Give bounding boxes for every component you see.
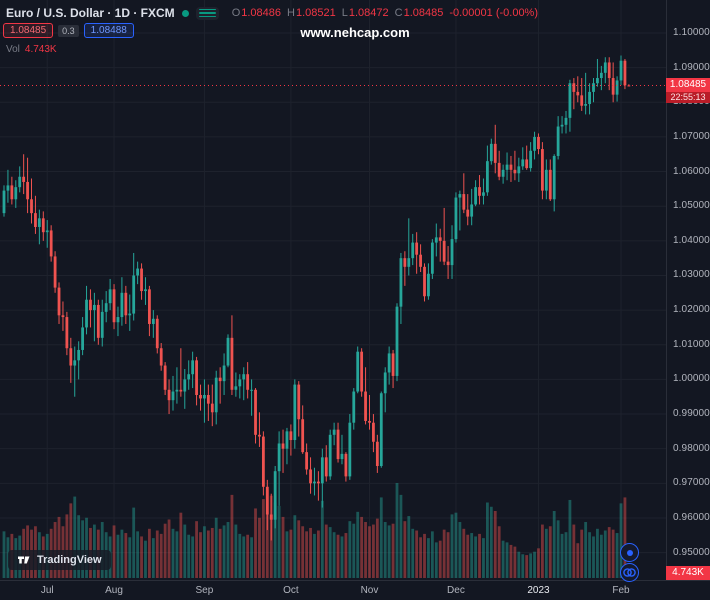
market-status-icon — [181, 9, 189, 17]
time-axis-label: Sep — [195, 585, 214, 596]
jump-to-realtime-button[interactable] — [620, 543, 639, 562]
price-axis-label: 1.10000 — [673, 27, 710, 38]
time-axis-label: Aug — [105, 585, 123, 596]
ohlc-open-label: O — [231, 7, 241, 19]
price-axis-label: 0.97000 — [673, 477, 710, 489]
watermark: www.nehcap.com — [300, 25, 410, 40]
time-axis-label: Jul — [40, 585, 54, 596]
ohlc-low-label: L — [341, 7, 348, 19]
price-axis-label: 1.06000 — [673, 165, 710, 177]
volume-value: 4.743K — [24, 44, 57, 55]
bar-countdown: 22:55:13 — [666, 92, 710, 104]
time-axis-label: Oct — [283, 585, 299, 596]
current-price-value: 1.08485 — [666, 78, 710, 93]
price-axis-label: 1.03000 — [673, 269, 710, 281]
price-axis-label: 0.95000 — [673, 546, 710, 558]
dot-icon — [626, 549, 633, 556]
price-axis-label: 0.99000 — [673, 408, 710, 420]
time-axis-label: Dec — [447, 585, 465, 596]
price-axis-label: 1.05000 — [673, 200, 710, 212]
tradingview-logo-icon — [18, 556, 30, 564]
current-volume-badge: 4.743K — [666, 566, 710, 580]
grid-lines — [0, 0, 666, 578]
tradingview-attribution[interactable]: TradingView — [8, 550, 111, 570]
tradingview-attribution-label: TradingView — [37, 554, 102, 566]
sell-button[interactable]: 1.08485 — [3, 23, 54, 38]
ohlc-low-value: 1.08472 — [348, 7, 389, 19]
change-value: -0.00001 (-0.00%) — [449, 7, 539, 19]
spread-value: 0.3 — [58, 24, 79, 37]
time-axis-label: Nov — [360, 585, 379, 596]
price-axis-label: 1.04000 — [673, 234, 710, 246]
price-axis-label: 0.98000 — [673, 442, 710, 454]
price-axis-label: 1.02000 — [673, 304, 710, 316]
volume-readout: Vol 4.743K — [6, 44, 57, 55]
ohlc-close-label: C — [394, 7, 403, 19]
price-axis-label: 1.07000 — [673, 130, 710, 142]
price-axis-label: 1.09000 — [673, 61, 710, 73]
current-price-badge: 1.08485 22:55:13 — [666, 78, 710, 104]
trading-panel-button[interactable] — [620, 563, 639, 582]
time-axis-label: 2023 — [527, 585, 550, 596]
time-axis-label: Feb — [612, 585, 630, 596]
price-axis-label: 1.00000 — [673, 373, 710, 385]
symbol-title[interactable]: Euro / U.S. Dollar · 1D · FXCM — [6, 6, 175, 20]
price-axis-label: 1.01000 — [673, 338, 710, 350]
ohlc-high-value: 1.08521 — [295, 7, 336, 19]
candle-series — [2, 55, 631, 541]
chart-menu-icon[interactable] — [195, 6, 219, 20]
buy-button[interactable]: 1.08488 — [83, 23, 134, 38]
overlapping-circles-icon — [623, 568, 636, 577]
ohlc-open-value: 1.08486 — [241, 7, 282, 19]
ohlc-close-value: 1.08485 — [403, 7, 444, 19]
ohlc-readout: O 1.08486 H 1.08521 L 1.08472 C 1.08485 -0.0… — [226, 7, 538, 19]
time-axis[interactable]: Jul Aug Sep Oct Nov Dec 2023 Feb — [0, 580, 710, 600]
price-axis-label: 0.96000 — [673, 511, 710, 523]
volume-label: Vol — [6, 44, 20, 55]
ohlc-high-label: H — [287, 7, 295, 19]
